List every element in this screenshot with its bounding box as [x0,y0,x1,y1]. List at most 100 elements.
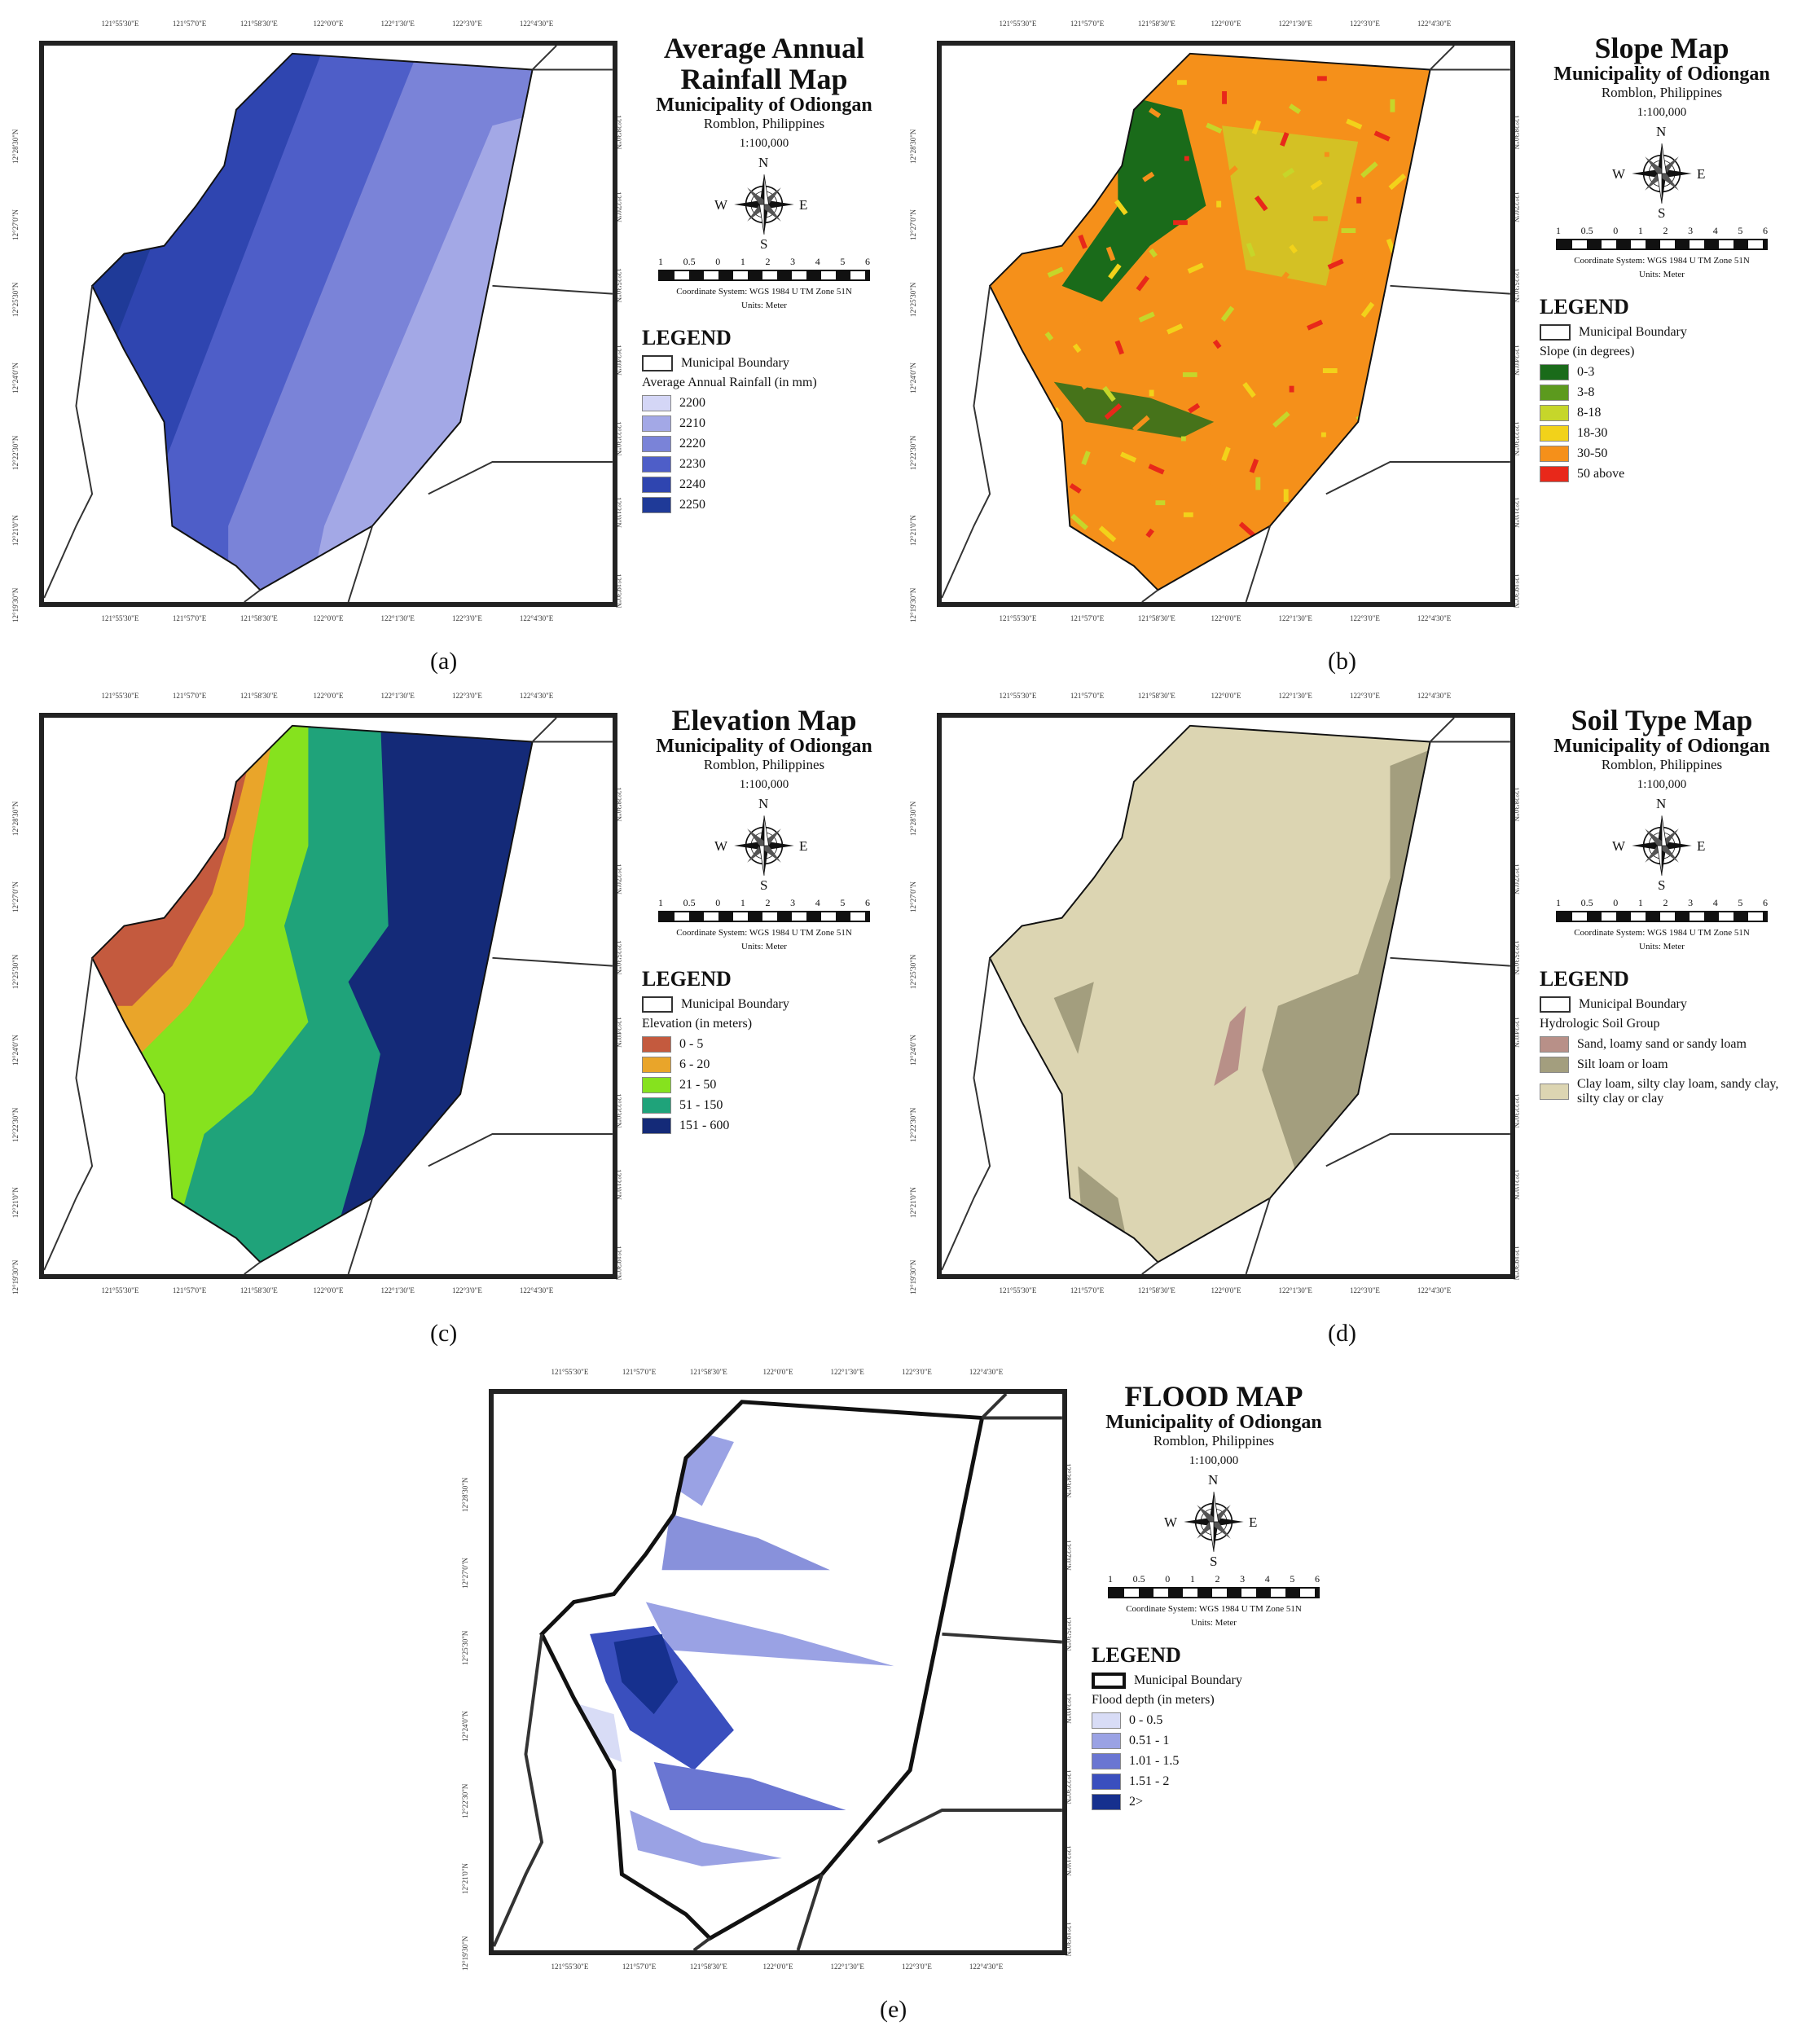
legend-swatch [642,497,671,513]
legend-label: 2230 [679,457,705,471]
legend-swatch [642,395,671,411]
map-legend-panel: Slope Map Municipality of Odiongan Rombl… [1540,33,1784,486]
scale-number: 4 [1712,225,1718,236]
longitude-tick-label: 122°1'30"E [1278,20,1312,28]
longitude-tick-label: 122°4'30"E [1417,20,1452,28]
legend-item: 0 - 5 [642,1036,886,1053]
compass-w: W [1164,1514,1178,1530]
panel-caption: (c) [430,1320,458,1347]
compass-s: S [760,236,768,252]
latitude-tick-label: 12°27'0"N [461,1558,469,1589]
longitude-tick-label: 122°4'30"E [519,20,554,28]
longitude-tick-label: 122°0'0"E [313,1286,344,1295]
longitude-tick-label: 122°0'0"E [1211,614,1241,622]
municipal-boundary [988,52,1431,591]
map-subtitle: Municipality of Odiongan [1553,64,1770,85]
longitude-tick-label: 122°4'30"E [1417,614,1452,622]
longitude-tick-label: 122°3'0"E [451,1286,482,1295]
map-units: Units: Meter [1639,270,1685,279]
longitude-tick-label: 121°55'30"E [999,1286,1037,1295]
boundary-swatch [1092,1673,1126,1689]
longitude-tick-label: 121°57'0"E [172,614,207,622]
latitude-tick-label: 12°24'0"N [461,1710,469,1742]
legend-swatch [1092,1774,1121,1790]
flood-map-panel: 121°55'30"E 121°57'0"E 121°58'30"E 122°0'0"… [456,1356,1344,2024]
scale-number: 1 [658,256,663,267]
legend-entries: Municipal Boundary Slope (in degrees) 0-… [1540,324,1784,482]
legend-label: 0 - 0.5 [1129,1713,1163,1727]
legend-label: 2210 [679,416,705,430]
legend-swatch [1092,1733,1121,1749]
municipal-boundary [988,724,1431,1264]
longitude-tick-label: 121°58'30"E [1137,1286,1175,1295]
legend-item: 151 - 600 [642,1118,886,1134]
map-place: Romblon, Philippines [703,116,825,131]
compass-e: E [799,197,808,213]
scale-number: 3 [1688,897,1694,908]
longitude-tick-label: 122°0'0"E [1211,1286,1241,1295]
longitude-tick-label: 121°55'30"E [551,1368,589,1376]
longitude-tick-label: 122°3'0"E [451,614,482,622]
scale-number: 1 [1637,225,1643,236]
scale-number: 2 [1663,225,1668,236]
scale-bar: 1 0.5 0 1 2 3 4 5 6 [658,897,870,925]
compass-rose-icon [1632,815,1692,876]
longitude-tick-label: 122°1'30"E [380,1286,415,1295]
legend-label: 2> [1129,1795,1144,1809]
scale-number: 6 [1763,225,1768,236]
panel-caption: (e) [880,1996,907,2023]
coordinate-system: Coordinate System: WGS 1984 U TM Zone 51… [1574,256,1750,266]
scale-number: 1 [1108,1573,1113,1585]
compass-n: N [1208,1472,1219,1488]
map-canvas [942,46,1510,602]
panel-caption: (d) [1328,1320,1356,1347]
compass-w: W [1612,838,1626,854]
legend-label: Sand, loamy sand or sandy loam [1577,1037,1747,1051]
scale-number: 1 [1556,225,1561,236]
legend-label: 30-50 [1577,446,1608,460]
legend-item: 21 - 50 [642,1077,886,1093]
legend-entries: Municipal Boundary Elevation (in meters)… [642,996,886,1134]
boundary-swatch [642,996,673,1013]
compass-rose-icon [734,174,794,235]
legend-entries: Municipal Boundary Flood depth (in meter… [1092,1673,1336,1810]
latitude-tick-label: 12°28'30"N [909,801,917,837]
legend-item: 30-50 [1540,446,1784,462]
legend-swatch [1540,1036,1569,1053]
scale-bar: 1 0.5 0 1 2 3 4 5 6 [658,256,870,284]
legend-label: 21 - 50 [679,1078,717,1092]
legend-swatch [1540,466,1569,482]
scale-number: 2 [1663,897,1668,908]
compass-w: W [714,838,728,854]
coordinate-system: Coordinate System: WGS 1984 U TM Zone 51… [1126,1604,1302,1614]
map-title: Soil Type Map [1571,704,1753,736]
latitude-tick-label: 12°25'30"N [909,282,917,317]
legend-item: 51 - 150 [642,1097,886,1114]
map-subtitle: Municipality of Odiongan [1553,736,1770,757]
boundary-swatch [642,355,673,371]
legend-label: Municipal Boundary [1134,1673,1242,1687]
legend-item: 2230 [642,456,886,473]
map-scale: 1:100,000 [1189,1454,1239,1467]
scale-number: 5 [840,256,846,267]
compass-n: N [758,796,769,811]
longitude-tick-label: 121°57'0"E [172,692,207,700]
legend-title: LEGEND [642,326,732,349]
latitude-tick-label: 12°27'0"N [909,881,917,913]
elevation-map-panel: 121°55'30"E 121°57'0"E 121°58'30"E 122°0'0"… [7,680,894,1348]
longitude-tick-label: 122°1'30"E [830,1963,864,1971]
scale-number: 3 [790,256,796,267]
north-arrow: N S E W [714,155,809,252]
scale-number: 3 [1688,225,1694,236]
longitude-tick-label: 122°3'0"E [1349,1286,1380,1295]
map-place: Romblon, Philippines [1601,757,1723,772]
legend-label: 50 above [1577,467,1625,481]
legend-subtitle: Elevation (in meters) [642,1017,753,1031]
legend-swatch [642,456,671,473]
longitude-tick-label: 122°0'0"E [762,1963,793,1971]
longitude-tick-label: 121°55'30"E [101,692,139,700]
scale-number: 6 [865,256,870,267]
legend-label: Municipal Boundary [1579,325,1687,339]
longitude-tick-label: 122°4'30"E [969,1368,1004,1376]
legend-item: 1.01 - 1.5 [1092,1753,1336,1769]
